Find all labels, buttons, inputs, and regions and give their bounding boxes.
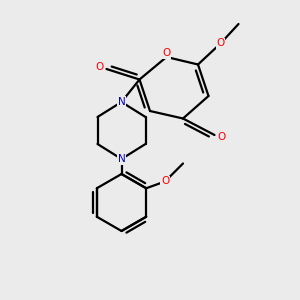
Text: O: O (216, 38, 225, 49)
Text: O: O (162, 48, 171, 59)
Text: O: O (217, 131, 225, 142)
Text: N: N (118, 154, 125, 164)
Text: O: O (161, 176, 169, 187)
Text: N: N (118, 97, 125, 107)
Text: O: O (96, 62, 104, 73)
